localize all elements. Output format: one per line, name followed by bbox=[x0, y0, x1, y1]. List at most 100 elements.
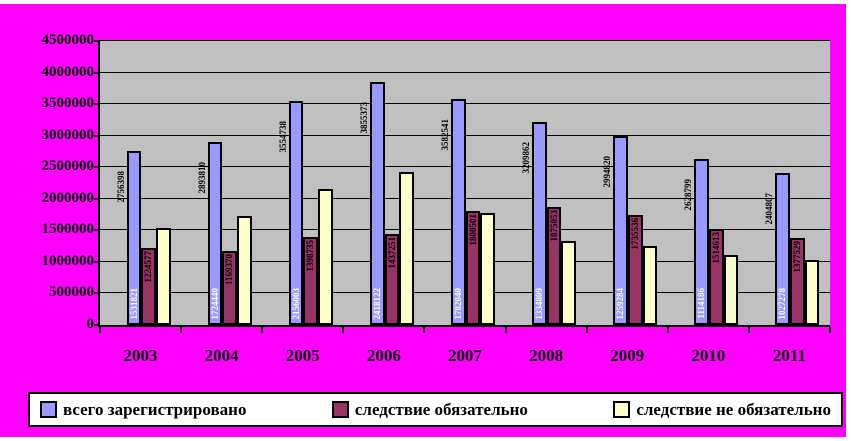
y-axis-label: 1500000 bbox=[41, 221, 95, 238]
x-axis-tick bbox=[423, 327, 426, 333]
bar-investigation-mandatory bbox=[790, 238, 805, 325]
x-axis-tick bbox=[180, 327, 183, 333]
data-label-not-mandatory: 1782040 bbox=[452, 287, 463, 320]
bar-total-registered bbox=[613, 136, 628, 325]
bar-investigation-not-mandatory bbox=[237, 216, 252, 325]
y-axis-tick bbox=[94, 103, 100, 106]
legend-item: всего зарегистрировано bbox=[40, 400, 246, 420]
x-axis-tick bbox=[261, 327, 264, 333]
y-axis-label: 0 bbox=[86, 316, 95, 332]
y-axis-tick bbox=[94, 166, 100, 169]
x-axis-tick bbox=[666, 327, 669, 333]
y-axis-tick bbox=[94, 40, 100, 42]
legend: всего зарегистрировано следствие обязател… bbox=[28, 392, 843, 427]
data-label-mandatory: 1377529 bbox=[792, 241, 803, 273]
x-axis-tick bbox=[585, 327, 588, 333]
y-axis-line bbox=[98, 41, 100, 327]
bar-total-registered bbox=[450, 98, 466, 325]
legend-item-label: всего зарегистрировано bbox=[63, 399, 247, 419]
data-label-total: 3209862 bbox=[521, 142, 532, 174]
data-label-mandatory: 1514613 bbox=[710, 232, 721, 264]
legend-item-label: следствие не обязательно bbox=[636, 399, 831, 419]
x-axis-tick bbox=[747, 327, 750, 333]
data-label-total: 2994820 bbox=[602, 155, 613, 188]
y-axis-tick bbox=[94, 324, 100, 326]
bar-investigation-not-mandatory bbox=[723, 254, 739, 325]
legend-swatch-icon bbox=[40, 401, 57, 418]
bar-total-registered bbox=[694, 159, 709, 325]
bar-investigation-mandatory bbox=[384, 234, 400, 325]
data-label-mandatory: 1224577 bbox=[143, 250, 154, 283]
x-axis-label: 2008 bbox=[529, 346, 564, 365]
y-axis-label: 4000000 bbox=[41, 63, 95, 80]
bar-investigation-mandatory bbox=[465, 211, 481, 325]
bar-total-registered bbox=[369, 81, 385, 325]
data-label-not-mandatory: 1259284 bbox=[615, 287, 626, 320]
x-axis-tick bbox=[504, 327, 507, 333]
bar-investigation-mandatory bbox=[141, 247, 156, 325]
legend-item: следствие не обязательно bbox=[613, 400, 831, 420]
bar-investigation-not-mandatory bbox=[155, 228, 171, 325]
x-axis-label: 2006 bbox=[366, 346, 401, 365]
y-axis-tick bbox=[94, 71, 100, 74]
data-label-mandatory: 1437251 bbox=[386, 237, 397, 269]
data-label-mandatory: 1398735 bbox=[305, 239, 316, 272]
bar-total-registered bbox=[775, 173, 791, 325]
y-axis-tick bbox=[94, 134, 100, 137]
data-label-mandatory: 1735536 bbox=[629, 218, 640, 250]
x-axis-tick bbox=[829, 327, 831, 333]
bar-total-registered bbox=[126, 151, 142, 325]
y-axis-label: 2000000 bbox=[41, 189, 95, 206]
bar-investigation-mandatory bbox=[627, 215, 643, 325]
x-axis-label: 2011 bbox=[772, 346, 806, 365]
bar-investigation-not-mandatory bbox=[480, 212, 496, 325]
x-axis-label: 2010 bbox=[691, 346, 726, 365]
y-axis-label: 1000000 bbox=[41, 252, 95, 269]
x-axis-label: 2007 bbox=[447, 346, 482, 365]
x-axis-tick bbox=[342, 327, 345, 333]
y-axis-label: 3500000 bbox=[41, 95, 95, 112]
bar-investigation-mandatory bbox=[303, 236, 319, 325]
x-axis-label: 2009 bbox=[610, 346, 645, 365]
legend-item: следствие обязательно bbox=[331, 400, 528, 420]
data-label-total: 2893810 bbox=[196, 162, 207, 194]
y-axis-label: 4500000 bbox=[41, 32, 95, 48]
data-label-not-mandatory: 1724440 bbox=[209, 287, 220, 320]
data-label-mandatory: 1169370 bbox=[224, 254, 235, 286]
bar-investigation-mandatory bbox=[708, 229, 724, 325]
y-axis-tick bbox=[94, 260, 100, 263]
bar-investigation-not-mandatory bbox=[561, 240, 577, 325]
bar-investigation-not-mandatory bbox=[642, 245, 658, 325]
data-label-not-mandatory: 1027278 bbox=[777, 287, 788, 320]
data-label-not-mandatory: 1334809 bbox=[534, 287, 545, 320]
bar-investigation-not-mandatory bbox=[804, 260, 820, 325]
y-axis-label: 500000 bbox=[49, 284, 94, 301]
y-axis-tick bbox=[94, 292, 100, 295]
plot-area: 2756398 1531821 1224577 2893810 1724440 11693… bbox=[100, 40, 830, 325]
bar-total-registered bbox=[532, 122, 547, 325]
y-axis-label: 2500000 bbox=[41, 158, 95, 175]
y-axis-tick bbox=[94, 229, 100, 232]
x-axis-line bbox=[98, 325, 830, 327]
legend-swatch-icon bbox=[331, 401, 349, 418]
x-axis-label: 2004 bbox=[204, 346, 239, 365]
data-label-total: 2628799 bbox=[683, 179, 694, 211]
bar-total-registered bbox=[288, 100, 304, 325]
bar-investigation-not-mandatory bbox=[318, 188, 333, 325]
x-axis-label: 2005 bbox=[285, 346, 320, 365]
bar-total-registered bbox=[207, 142, 223, 325]
bar-investigation-mandatory bbox=[546, 206, 562, 325]
x-axis-label: 2003 bbox=[123, 346, 158, 365]
y-axis-label: 3000000 bbox=[41, 126, 95, 143]
data-label-total: 3582541 bbox=[439, 118, 450, 151]
data-label-total: 2756398 bbox=[115, 171, 126, 203]
data-label-total: 3554738 bbox=[277, 120, 288, 153]
bar-investigation-not-mandatory bbox=[399, 172, 414, 325]
y-axis-tick bbox=[94, 197, 100, 200]
gridline bbox=[100, 71, 830, 73]
data-label-not-mandatory: 1114186 bbox=[696, 288, 707, 319]
x-axis-tick bbox=[99, 327, 101, 333]
data-label-total: 3855373 bbox=[358, 101, 369, 134]
data-label-not-mandatory: 2418122 bbox=[371, 287, 382, 320]
